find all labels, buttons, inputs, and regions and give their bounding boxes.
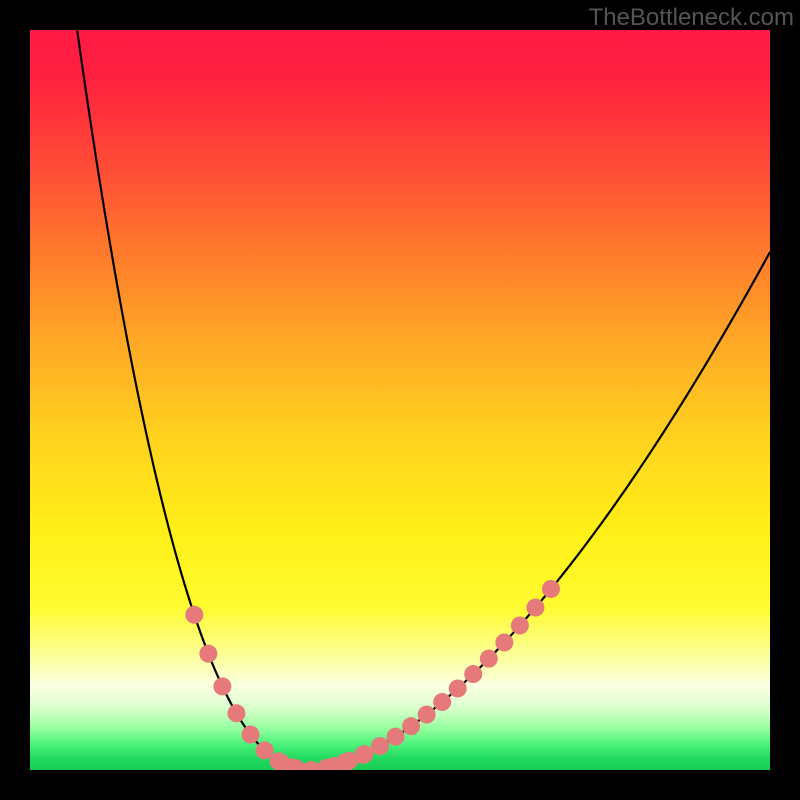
gradient-background [30,30,770,770]
data-marker [185,606,203,624]
data-marker [480,650,498,668]
data-marker [227,704,245,722]
data-marker [526,599,544,617]
data-marker [213,677,231,695]
data-marker [433,693,451,711]
data-marker [418,706,436,724]
data-marker [371,737,389,755]
plot-area [30,30,770,770]
data-marker [354,746,372,764]
watermark-text: TheBottleneck.com [589,4,794,32]
data-marker [402,717,420,735]
data-marker [542,580,560,598]
data-marker [387,728,405,746]
data-marker [495,633,513,651]
data-marker [199,645,217,663]
data-marker [464,665,482,683]
data-marker [242,726,260,744]
data-marker [449,679,467,697]
plot-svg [30,30,770,770]
data-marker [511,616,529,634]
data-marker [256,741,274,759]
